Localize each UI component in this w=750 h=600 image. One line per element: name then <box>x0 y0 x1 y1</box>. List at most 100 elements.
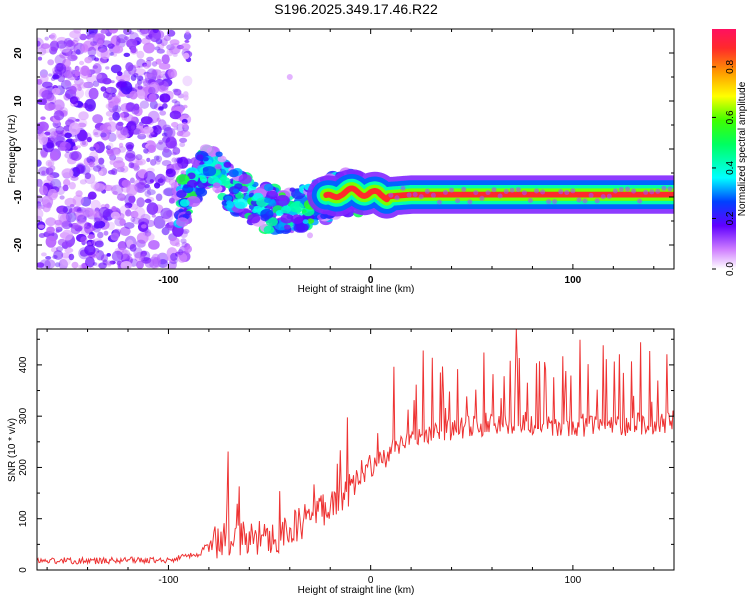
colorbar-tick-label: 0.0 <box>725 262 736 276</box>
ridge-edge <box>515 187 521 193</box>
noise-blob <box>120 126 129 136</box>
ridge-edge <box>631 188 637 194</box>
noise-blob <box>74 46 79 50</box>
noise-blob <box>286 74 293 80</box>
spectral-blob <box>176 190 187 199</box>
noise-blob <box>116 34 128 44</box>
noise-blob <box>152 69 162 76</box>
noise-blob <box>307 232 313 239</box>
noise-blob <box>65 39 74 48</box>
noise-blob <box>84 222 91 230</box>
noise-blob <box>78 111 89 121</box>
spectrogram-ylabel: Frequency (Hz) <box>7 115 18 184</box>
ridge-edge <box>394 195 400 201</box>
spectral-blob <box>290 214 304 224</box>
noise-blob <box>52 69 63 79</box>
noise-blob <box>153 215 166 229</box>
noise-blob <box>140 213 151 222</box>
noise-blob <box>81 44 89 53</box>
colorbar-tick-label: 0.6 <box>725 110 736 124</box>
ridge-edge <box>625 186 630 192</box>
noise-blob <box>64 132 72 139</box>
noise-blob <box>55 222 63 230</box>
spectrogram-xtick-label: -100 <box>158 275 178 286</box>
ridge-edge <box>576 197 582 203</box>
noise-blob <box>146 157 151 163</box>
noise-blob <box>59 195 65 200</box>
noise-blob <box>107 142 114 150</box>
noise-blob <box>170 42 182 55</box>
noise-blob <box>90 41 98 46</box>
noise-blob <box>126 38 138 49</box>
noise-blob <box>155 193 163 202</box>
noise-blob <box>88 33 99 42</box>
noise-blob <box>161 227 170 236</box>
ridge-edge <box>534 188 539 194</box>
noise-blob <box>55 125 65 135</box>
noise-blob <box>100 129 110 141</box>
noise-blob <box>136 50 145 59</box>
ridge-edge <box>449 187 455 193</box>
snr-ylabel: SNR (10 * v/v) <box>7 418 18 482</box>
ridge-edge <box>388 192 394 198</box>
noise-blob <box>69 30 82 39</box>
noise-blob <box>82 207 94 218</box>
noise-blob <box>41 252 47 257</box>
spectral-blob <box>260 214 270 222</box>
spectral-blob <box>283 224 291 230</box>
noise-blob <box>105 145 112 150</box>
noise-blob <box>181 122 188 128</box>
noise-blob <box>144 219 156 228</box>
noise-blob <box>110 64 122 74</box>
noise-blob <box>50 155 57 161</box>
spectrogram-ytick-label: 10 <box>13 95 24 107</box>
snr-plot-area <box>37 329 674 570</box>
noise-blob <box>167 68 177 79</box>
noise-blob <box>92 114 103 124</box>
noise-blob <box>182 104 188 109</box>
noise-blob <box>154 182 161 189</box>
noise-blob <box>47 161 53 167</box>
noise-blob <box>94 240 104 248</box>
spectral-blob <box>281 205 292 214</box>
noise-blob <box>166 29 176 37</box>
noise-blob <box>151 61 158 67</box>
noise-blob <box>136 239 146 248</box>
noise-blob <box>54 62 67 75</box>
noise-blob <box>38 224 45 229</box>
noise-blob <box>144 190 152 198</box>
noise-blob <box>48 226 53 231</box>
noise-blob <box>171 163 182 171</box>
ridge-edge <box>509 187 515 193</box>
noise-blob <box>169 110 182 120</box>
noise-blob <box>179 137 188 143</box>
spectrogram-ytick-label: -10 <box>13 189 24 204</box>
noise-blob <box>111 184 124 196</box>
noise-blob <box>133 168 139 172</box>
ridge-edge <box>618 187 624 192</box>
noise-blob <box>90 181 100 190</box>
noise-blob <box>136 260 144 269</box>
noise-blob <box>68 122 81 136</box>
noise-blob <box>76 164 85 174</box>
spectral-blob <box>307 218 315 224</box>
spectrogram-xtick-label: 100 <box>565 275 582 286</box>
snr-series-line <box>37 329 674 566</box>
noise-blob <box>183 91 189 98</box>
noise-blob <box>56 246 63 252</box>
noise-blob <box>96 48 109 58</box>
noise-blob <box>106 93 113 101</box>
noise-blob <box>169 237 180 247</box>
noise-blob <box>92 63 102 74</box>
noise-blob <box>139 100 150 109</box>
noise-blob <box>141 253 146 258</box>
noise-blob <box>50 192 59 199</box>
noise-blob <box>184 39 190 43</box>
noise-blob <box>72 194 84 207</box>
noise-blob <box>147 144 156 153</box>
noise-blob <box>84 244 96 256</box>
noise-blob <box>39 74 49 83</box>
noise-blob <box>62 212 73 221</box>
noise-blob <box>160 38 168 47</box>
